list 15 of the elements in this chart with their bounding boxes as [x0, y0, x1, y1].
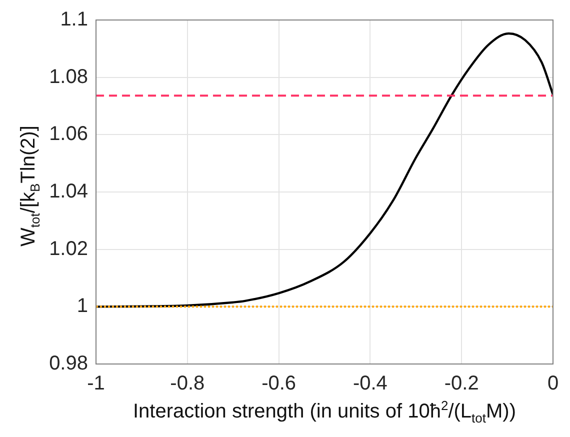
- y-tick-label: 1.04: [49, 180, 88, 203]
- y-tick-label: 1.08: [49, 66, 88, 88]
- y-tick-label: 1.06: [49, 123, 88, 146]
- x-tick-label: -0.8: [170, 372, 205, 395]
- y-tick-label: 1.1: [60, 8, 88, 31]
- x-tick-label: 0: [547, 372, 559, 395]
- y-tick-label: 1.02: [49, 238, 88, 260]
- x-tick-label: -0.4: [352, 372, 388, 395]
- y-tick-label: 0.98: [49, 352, 88, 375]
- x-tick-label: -0.6: [262, 372, 296, 395]
- x-axis-title: Interaction strength (in units of 10ħ$^{2}$/(L$_{tot}$M)): [132, 398, 517, 426]
- x-tick-label: -0.2: [444, 372, 479, 395]
- line-series: [96, 32, 553, 308]
- y-tick-label: 1: [76, 295, 88, 318]
- x-tick-label: -1: [87, 372, 105, 395]
